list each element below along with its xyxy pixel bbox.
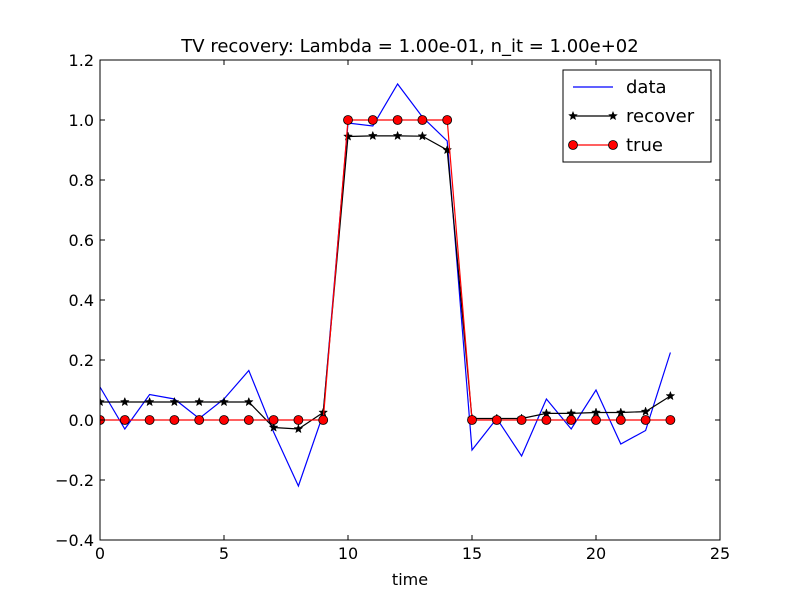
y-tick-label: 0.0 (69, 411, 94, 430)
point-true (119, 415, 130, 425)
point-recover (591, 407, 601, 417)
series-line-recover (100, 135, 671, 430)
legend-label: data (626, 77, 667, 98)
x-tick-label: 0 (95, 544, 105, 563)
point-true (243, 415, 254, 425)
point-true (318, 415, 329, 425)
point-true (665, 415, 676, 425)
x-tick-label: 5 (219, 544, 229, 563)
y-tick-label: 0.4 (69, 291, 94, 310)
legend-item-recover: recover (568, 106, 695, 127)
point-true (566, 415, 577, 425)
point-true (442, 115, 453, 125)
legend-item-true: true (568, 135, 663, 156)
y-tick-label: −0.4 (55, 531, 94, 550)
y-tick-label: 0.2 (69, 351, 94, 370)
point-true (640, 415, 651, 425)
point-true (343, 115, 353, 125)
point-recover (100, 396, 105, 407)
point-true (491, 415, 502, 425)
x-tick-label: 25 (710, 544, 730, 563)
point-recover (243, 396, 254, 407)
point-true (392, 115, 403, 125)
point-recover (640, 406, 651, 416)
point-true (219, 415, 229, 425)
point-recover (219, 396, 229, 407)
point-recover (615, 407, 626, 417)
x-axis-label: time (392, 570, 428, 589)
point-recover (268, 422, 279, 432)
series-layer (100, 82, 676, 488)
point-true (169, 415, 180, 425)
point-true (591, 415, 601, 425)
point-true (541, 415, 552, 425)
y-tick-label: −0.2 (55, 471, 94, 490)
point-true (516, 415, 527, 425)
legend-marker (608, 110, 618, 121)
point-recover (367, 130, 378, 141)
series-recover (100, 130, 676, 434)
legend-marker (568, 140, 578, 150)
legend-marker (608, 140, 618, 150)
x-tick-label: 10 (338, 544, 358, 563)
legend-label: recover (626, 106, 695, 127)
y-tick-label: 0.6 (69, 231, 94, 250)
series-true (100, 115, 676, 425)
point-true (615, 415, 626, 425)
y-tick-label: 0.8 (69, 171, 94, 190)
y-tick-label: 1.0 (69, 111, 94, 130)
chart-title: TV recovery: Lambda = 1.00e-01, n_it = 1… (180, 36, 638, 57)
point-recover (169, 396, 180, 407)
point-true (367, 115, 378, 125)
point-recover (293, 423, 304, 434)
y-tick-label: 1.2 (69, 51, 94, 70)
series-line-true (100, 119, 671, 421)
point-recover (417, 130, 428, 141)
point-true (467, 415, 477, 425)
point-true (144, 415, 155, 425)
point-recover (144, 396, 155, 407)
point-true (268, 415, 279, 425)
ticks-layer: 0 5 10 15 20 25 −0.4 −0.2 0.0 0.2 0.4 0.6 0.8 1.0 1.2 (55, 51, 730, 563)
legend-label: true (626, 135, 663, 156)
x-tick-label: 20 (586, 544, 606, 563)
point-recover (343, 131, 353, 141)
point-recover (194, 396, 205, 407)
point-recover (119, 396, 130, 407)
legend: data recover true (562, 69, 712, 163)
point-recover (442, 144, 453, 155)
point-recover (665, 390, 676, 401)
point-true (293, 415, 304, 425)
legend-marker (568, 110, 578, 121)
point-recover (392, 130, 403, 141)
point-true (417, 115, 428, 125)
legend-item-data: data (573, 77, 667, 98)
point-true (194, 415, 205, 425)
x-tick-label: 15 (462, 544, 482, 563)
